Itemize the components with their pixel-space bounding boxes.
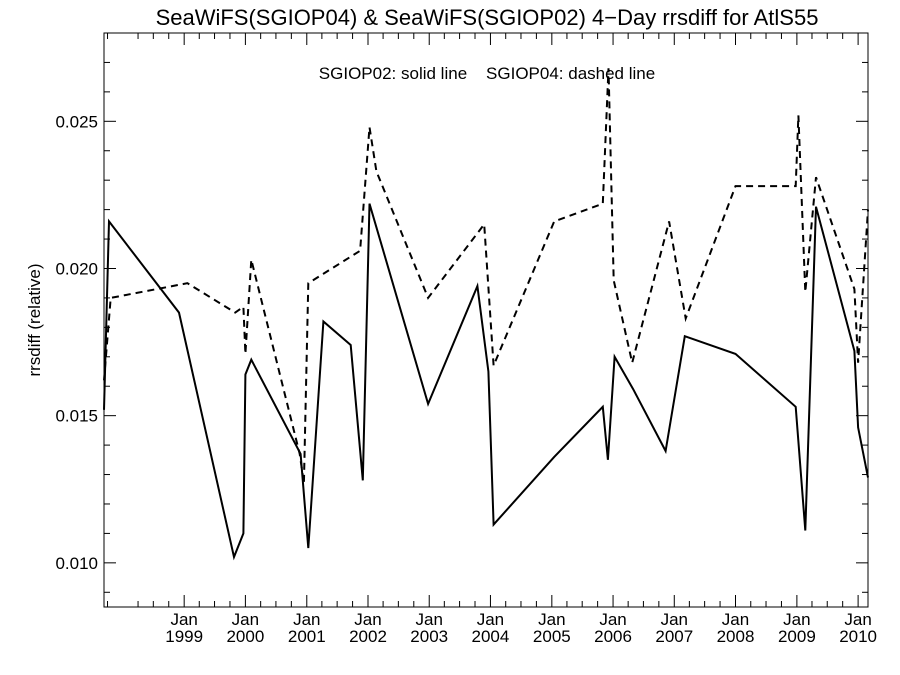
x-tick-month-label: Jan (722, 610, 749, 629)
series-layer (103, 68, 869, 561)
x-tick-year-label: 2005 (533, 627, 571, 646)
series-line-sgiop04 (103, 68, 869, 484)
x-tick-month-label: Jan (661, 610, 688, 629)
x-tick-month-label: Jan (293, 610, 320, 629)
x-tick-year-label: 2004 (472, 627, 510, 646)
x-tick-year-label: 2006 (594, 627, 632, 646)
x-tick-year-label: 2007 (655, 627, 693, 646)
x-tick-month-label: Jan (538, 610, 565, 629)
x-tick-year-label: 2001 (288, 627, 326, 646)
line-style-annotation: SGIOP02: solid line SGIOP04: dashed line (319, 64, 655, 83)
x-tick-year-label: 2008 (717, 627, 755, 646)
y-tick-label: 0.015 (55, 407, 98, 426)
x-tick-year-label: 2009 (778, 627, 816, 646)
x-tick-year-label: 2002 (349, 627, 387, 646)
y-axis-label: rrsdiff (relative) (25, 263, 44, 376)
x-tick-year-label: 1999 (165, 627, 203, 646)
x-tick-month-label: Jan (783, 610, 810, 629)
plot-frame (103, 32, 869, 608)
x-tick-year-label: 2000 (226, 627, 264, 646)
x-tick-month-label: Jan (170, 610, 197, 629)
x-tick-month-label: Jan (844, 610, 871, 629)
x-tick-month-label: Jan (354, 610, 381, 629)
x-tick-month-label: Jan (477, 610, 504, 629)
x-tick-month-label: Jan (232, 610, 259, 629)
series-line-sgiop02 (103, 203, 869, 561)
y-tick-label: 0.025 (55, 112, 98, 131)
y-tick-label: 0.010 (55, 554, 98, 573)
x-tick-year-label: 2003 (410, 627, 448, 646)
x-tick-month-label: Jan (416, 610, 443, 629)
chart-title: SeaWiFS(SGIOP04) & SeaWiFS(SGIOP02) 4−Da… (156, 5, 819, 30)
x-tick-year-label: 2010 (839, 627, 877, 646)
x-axis-ticks: Jan1999Jan2000Jan2001Jan2002Jan2003Jan20… (107, 33, 877, 646)
y-tick-label: 0.020 (55, 259, 98, 278)
y-axis-ticks: 0.010 0.015 0.020 0.025 (55, 61, 868, 593)
x-tick-month-label: Jan (599, 610, 626, 629)
